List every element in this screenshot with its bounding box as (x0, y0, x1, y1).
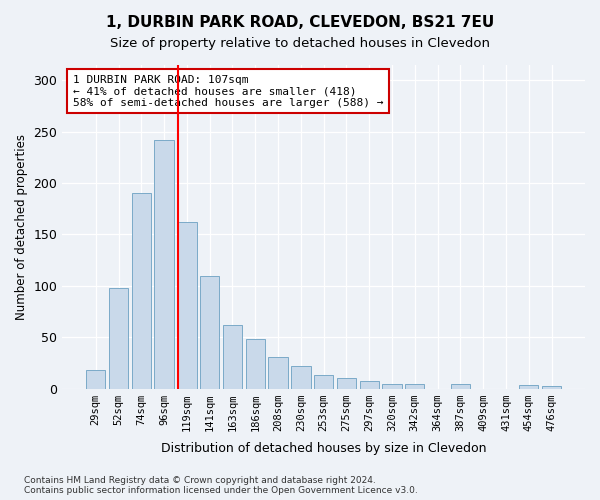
Bar (382, 384, 402, 388)
Bar (519, 386, 538, 388)
Bar (177, 222, 197, 388)
Bar (451, 384, 470, 388)
Bar (223, 325, 242, 388)
X-axis label: Distribution of detached houses by size in Clevedon: Distribution of detached houses by size … (161, 442, 487, 455)
Y-axis label: Number of detached properties: Number of detached properties (15, 134, 28, 320)
Bar (154, 140, 174, 388)
Bar (359, 382, 379, 388)
Bar (109, 288, 128, 388)
Bar (86, 370, 106, 388)
Bar (245, 339, 265, 388)
Bar (405, 384, 424, 388)
Bar (542, 386, 561, 388)
Bar (337, 378, 356, 388)
Bar (131, 194, 151, 388)
Text: 1, DURBIN PARK ROAD, CLEVEDON, BS21 7EU: 1, DURBIN PARK ROAD, CLEVEDON, BS21 7EU (106, 15, 494, 30)
Text: Size of property relative to detached houses in Clevedon: Size of property relative to detached ho… (110, 38, 490, 51)
Text: 1 DURBIN PARK ROAD: 107sqm
← 41% of detached houses are smaller (418)
58% of sem: 1 DURBIN PARK ROAD: 107sqm ← 41% of deta… (73, 74, 383, 108)
Bar (314, 375, 334, 388)
Bar (200, 276, 220, 388)
Text: Contains HM Land Registry data © Crown copyright and database right 2024.
Contai: Contains HM Land Registry data © Crown c… (24, 476, 418, 495)
Bar (268, 356, 288, 388)
Bar (291, 366, 311, 388)
